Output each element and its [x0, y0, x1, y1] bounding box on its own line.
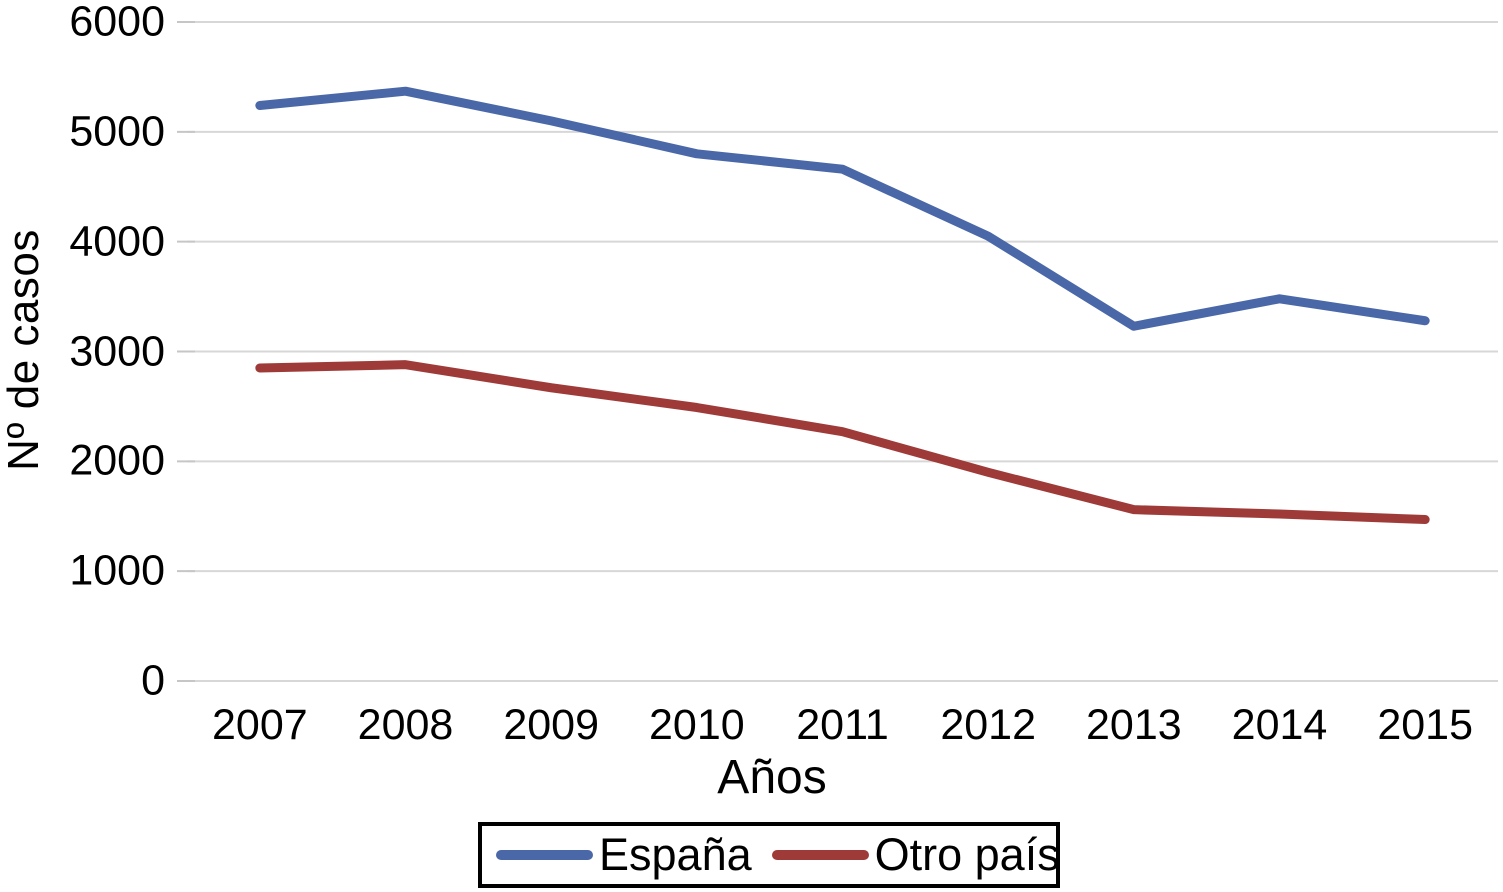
y-tick-label: 6000	[69, 0, 165, 46]
y-tick-label: 2000	[69, 436, 165, 485]
series-line-otro-pa-s	[255, 360, 1430, 525]
y-tick-label: 0	[141, 656, 165, 705]
x-tick-label: 2014	[1231, 701, 1328, 749]
y-tick-label: 5000	[69, 107, 165, 156]
legend-item-otro-pais: Otro país	[771, 829, 1060, 881]
x-axis-title: Años	[717, 751, 827, 804]
x-tick-label: 2007	[211, 701, 308, 749]
x-tick-label: 2015	[1377, 701, 1473, 749]
x-tick-label: 2012	[940, 701, 1036, 749]
otro-pais-line-swatch	[771, 850, 869, 860]
legend: España Otro país	[478, 822, 1060, 888]
x-tick-label: 2009	[503, 701, 599, 749]
x-tick-label: 2013	[1085, 701, 1182, 749]
y-tick-label: 1000	[69, 546, 165, 595]
espana-line-swatch	[496, 850, 593, 860]
x-tick-label: 2008	[357, 701, 454, 749]
y-tick-label: 4000	[69, 217, 165, 266]
x-tick-label: 2010	[648, 701, 745, 749]
legend-label-espana: España	[599, 829, 752, 880]
x-tick-label: 2011	[796, 701, 889, 749]
y-tick-label: 3000	[69, 327, 165, 375]
legend-label-otro-pais: Otro país	[874, 829, 1060, 880]
series-line-espa-a	[255, 86, 1430, 331]
legend-item-espana: España	[496, 829, 752, 881]
